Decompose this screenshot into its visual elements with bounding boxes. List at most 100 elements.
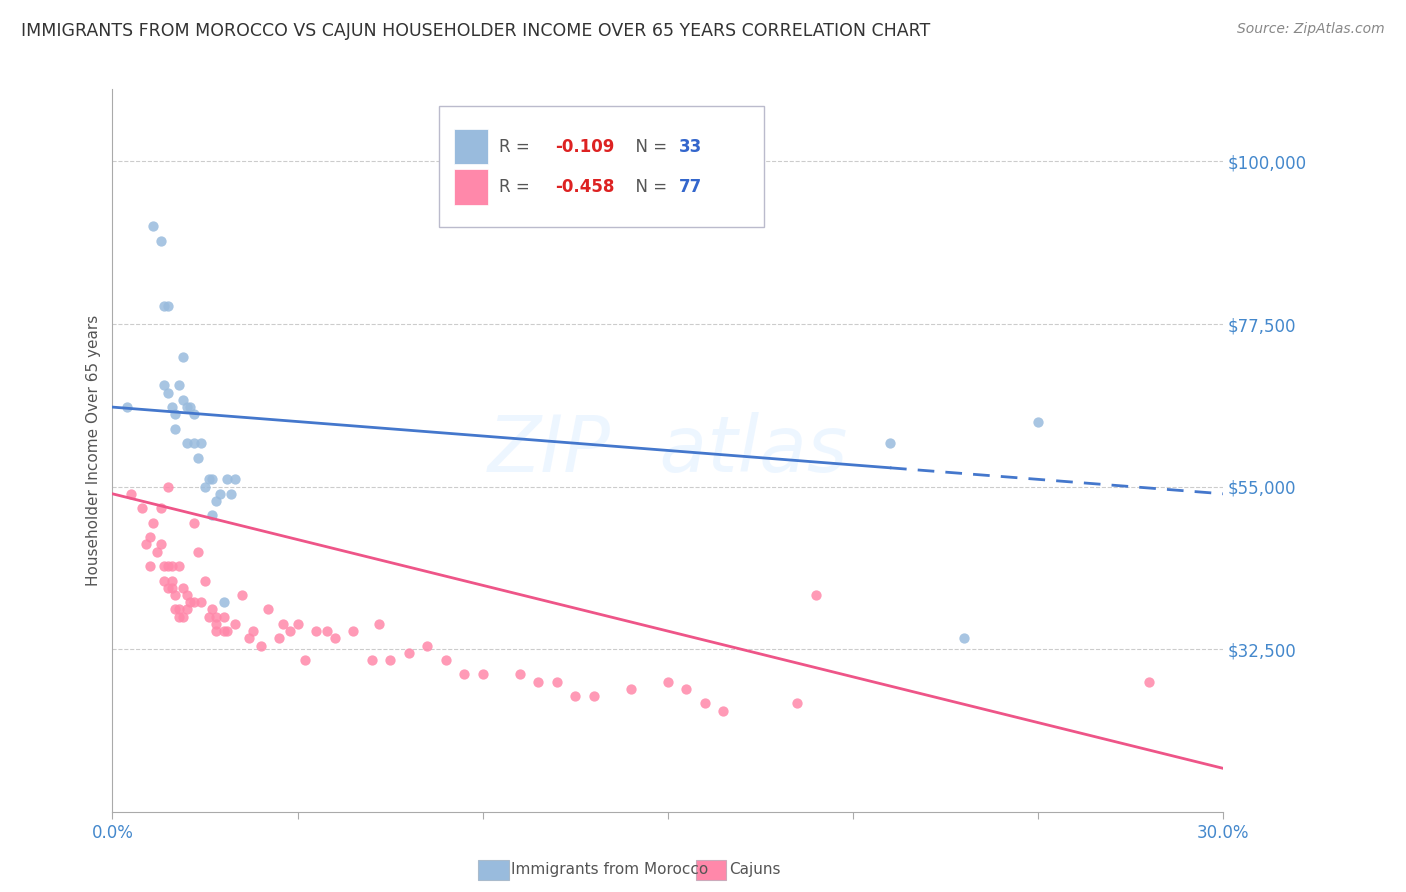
Point bbox=[153, 378, 176, 392]
Point bbox=[471, 667, 494, 681]
Point bbox=[527, 674, 550, 689]
Point bbox=[675, 681, 697, 696]
Point bbox=[142, 219, 165, 234]
Point bbox=[278, 624, 301, 639]
Point bbox=[305, 624, 328, 639]
Point bbox=[224, 616, 246, 631]
Point bbox=[205, 609, 228, 624]
Point bbox=[509, 667, 531, 681]
Point bbox=[238, 632, 260, 646]
Point bbox=[160, 581, 183, 595]
Point bbox=[208, 487, 231, 501]
Point bbox=[165, 602, 187, 616]
Point bbox=[879, 436, 901, 450]
Point bbox=[194, 574, 217, 588]
Text: -0.458: -0.458 bbox=[555, 178, 614, 196]
Point bbox=[267, 632, 291, 646]
Point bbox=[187, 450, 209, 465]
Text: R =: R = bbox=[499, 137, 534, 156]
Point bbox=[342, 624, 364, 639]
Point bbox=[187, 544, 209, 558]
Point bbox=[153, 574, 176, 588]
Point bbox=[138, 530, 160, 544]
Point bbox=[205, 616, 228, 631]
Point bbox=[167, 602, 190, 616]
Point bbox=[804, 588, 827, 602]
Text: 33: 33 bbox=[679, 137, 702, 156]
Point bbox=[157, 559, 180, 574]
Point bbox=[197, 609, 219, 624]
Text: -0.109: -0.109 bbox=[555, 137, 614, 156]
Point bbox=[176, 436, 198, 450]
Text: Source: ZipAtlas.com: Source: ZipAtlas.com bbox=[1237, 22, 1385, 37]
Point bbox=[146, 544, 169, 558]
Point bbox=[546, 674, 568, 689]
Point bbox=[212, 624, 235, 639]
Point bbox=[582, 689, 605, 703]
Point bbox=[224, 472, 246, 486]
Point bbox=[620, 681, 643, 696]
Point bbox=[176, 588, 198, 602]
Point bbox=[212, 595, 235, 609]
Point bbox=[271, 616, 294, 631]
Point bbox=[149, 234, 172, 248]
Text: N =: N = bbox=[626, 178, 672, 196]
Point bbox=[120, 487, 142, 501]
Point bbox=[194, 480, 217, 494]
Point bbox=[242, 624, 264, 639]
Point bbox=[564, 689, 586, 703]
Point bbox=[398, 646, 420, 660]
Point bbox=[157, 299, 180, 313]
Point bbox=[323, 632, 346, 646]
Point bbox=[231, 588, 253, 602]
Point bbox=[201, 472, 224, 486]
Point bbox=[380, 653, 402, 667]
Point bbox=[257, 602, 280, 616]
Point bbox=[786, 696, 808, 710]
Point bbox=[217, 624, 239, 639]
Point bbox=[212, 609, 235, 624]
Point bbox=[183, 516, 205, 530]
Point bbox=[294, 653, 316, 667]
Point bbox=[713, 704, 735, 718]
Text: Immigrants from Morocco: Immigrants from Morocco bbox=[512, 863, 709, 877]
Text: ZIP  atlas: ZIP atlas bbox=[488, 412, 848, 489]
Point bbox=[176, 602, 198, 616]
Point bbox=[201, 508, 224, 523]
Y-axis label: Householder Income Over 65 years: Householder Income Over 65 years bbox=[86, 315, 101, 586]
Point bbox=[176, 400, 198, 414]
Point bbox=[167, 559, 190, 574]
Point bbox=[117, 400, 139, 414]
Text: 77: 77 bbox=[679, 178, 702, 196]
Point bbox=[165, 588, 187, 602]
Point bbox=[153, 299, 176, 313]
Point bbox=[165, 407, 187, 421]
Point bbox=[183, 595, 205, 609]
Point bbox=[693, 696, 716, 710]
Point bbox=[190, 595, 212, 609]
Point bbox=[160, 559, 183, 574]
Point bbox=[172, 392, 194, 407]
Point bbox=[453, 667, 475, 681]
Text: Cajuns: Cajuns bbox=[730, 863, 780, 877]
Text: R =: R = bbox=[499, 178, 534, 196]
Point bbox=[138, 559, 160, 574]
Text: IMMIGRANTS FROM MOROCCO VS CAJUN HOUSEHOLDER INCOME OVER 65 YEARS CORRELATION CH: IMMIGRANTS FROM MOROCCO VS CAJUN HOUSEHO… bbox=[21, 22, 931, 40]
Point bbox=[172, 350, 194, 364]
Point bbox=[131, 501, 153, 516]
Point bbox=[219, 487, 242, 501]
Point bbox=[368, 616, 391, 631]
Point bbox=[416, 639, 439, 653]
Point bbox=[1026, 415, 1049, 429]
Point bbox=[157, 581, 180, 595]
Point bbox=[165, 422, 187, 436]
Point bbox=[217, 472, 239, 486]
Point bbox=[157, 385, 180, 400]
Point bbox=[172, 581, 194, 595]
Point bbox=[249, 639, 271, 653]
Text: N =: N = bbox=[626, 137, 672, 156]
Point bbox=[149, 537, 172, 551]
Point bbox=[205, 494, 228, 508]
Point bbox=[149, 501, 172, 516]
Point bbox=[434, 653, 457, 667]
